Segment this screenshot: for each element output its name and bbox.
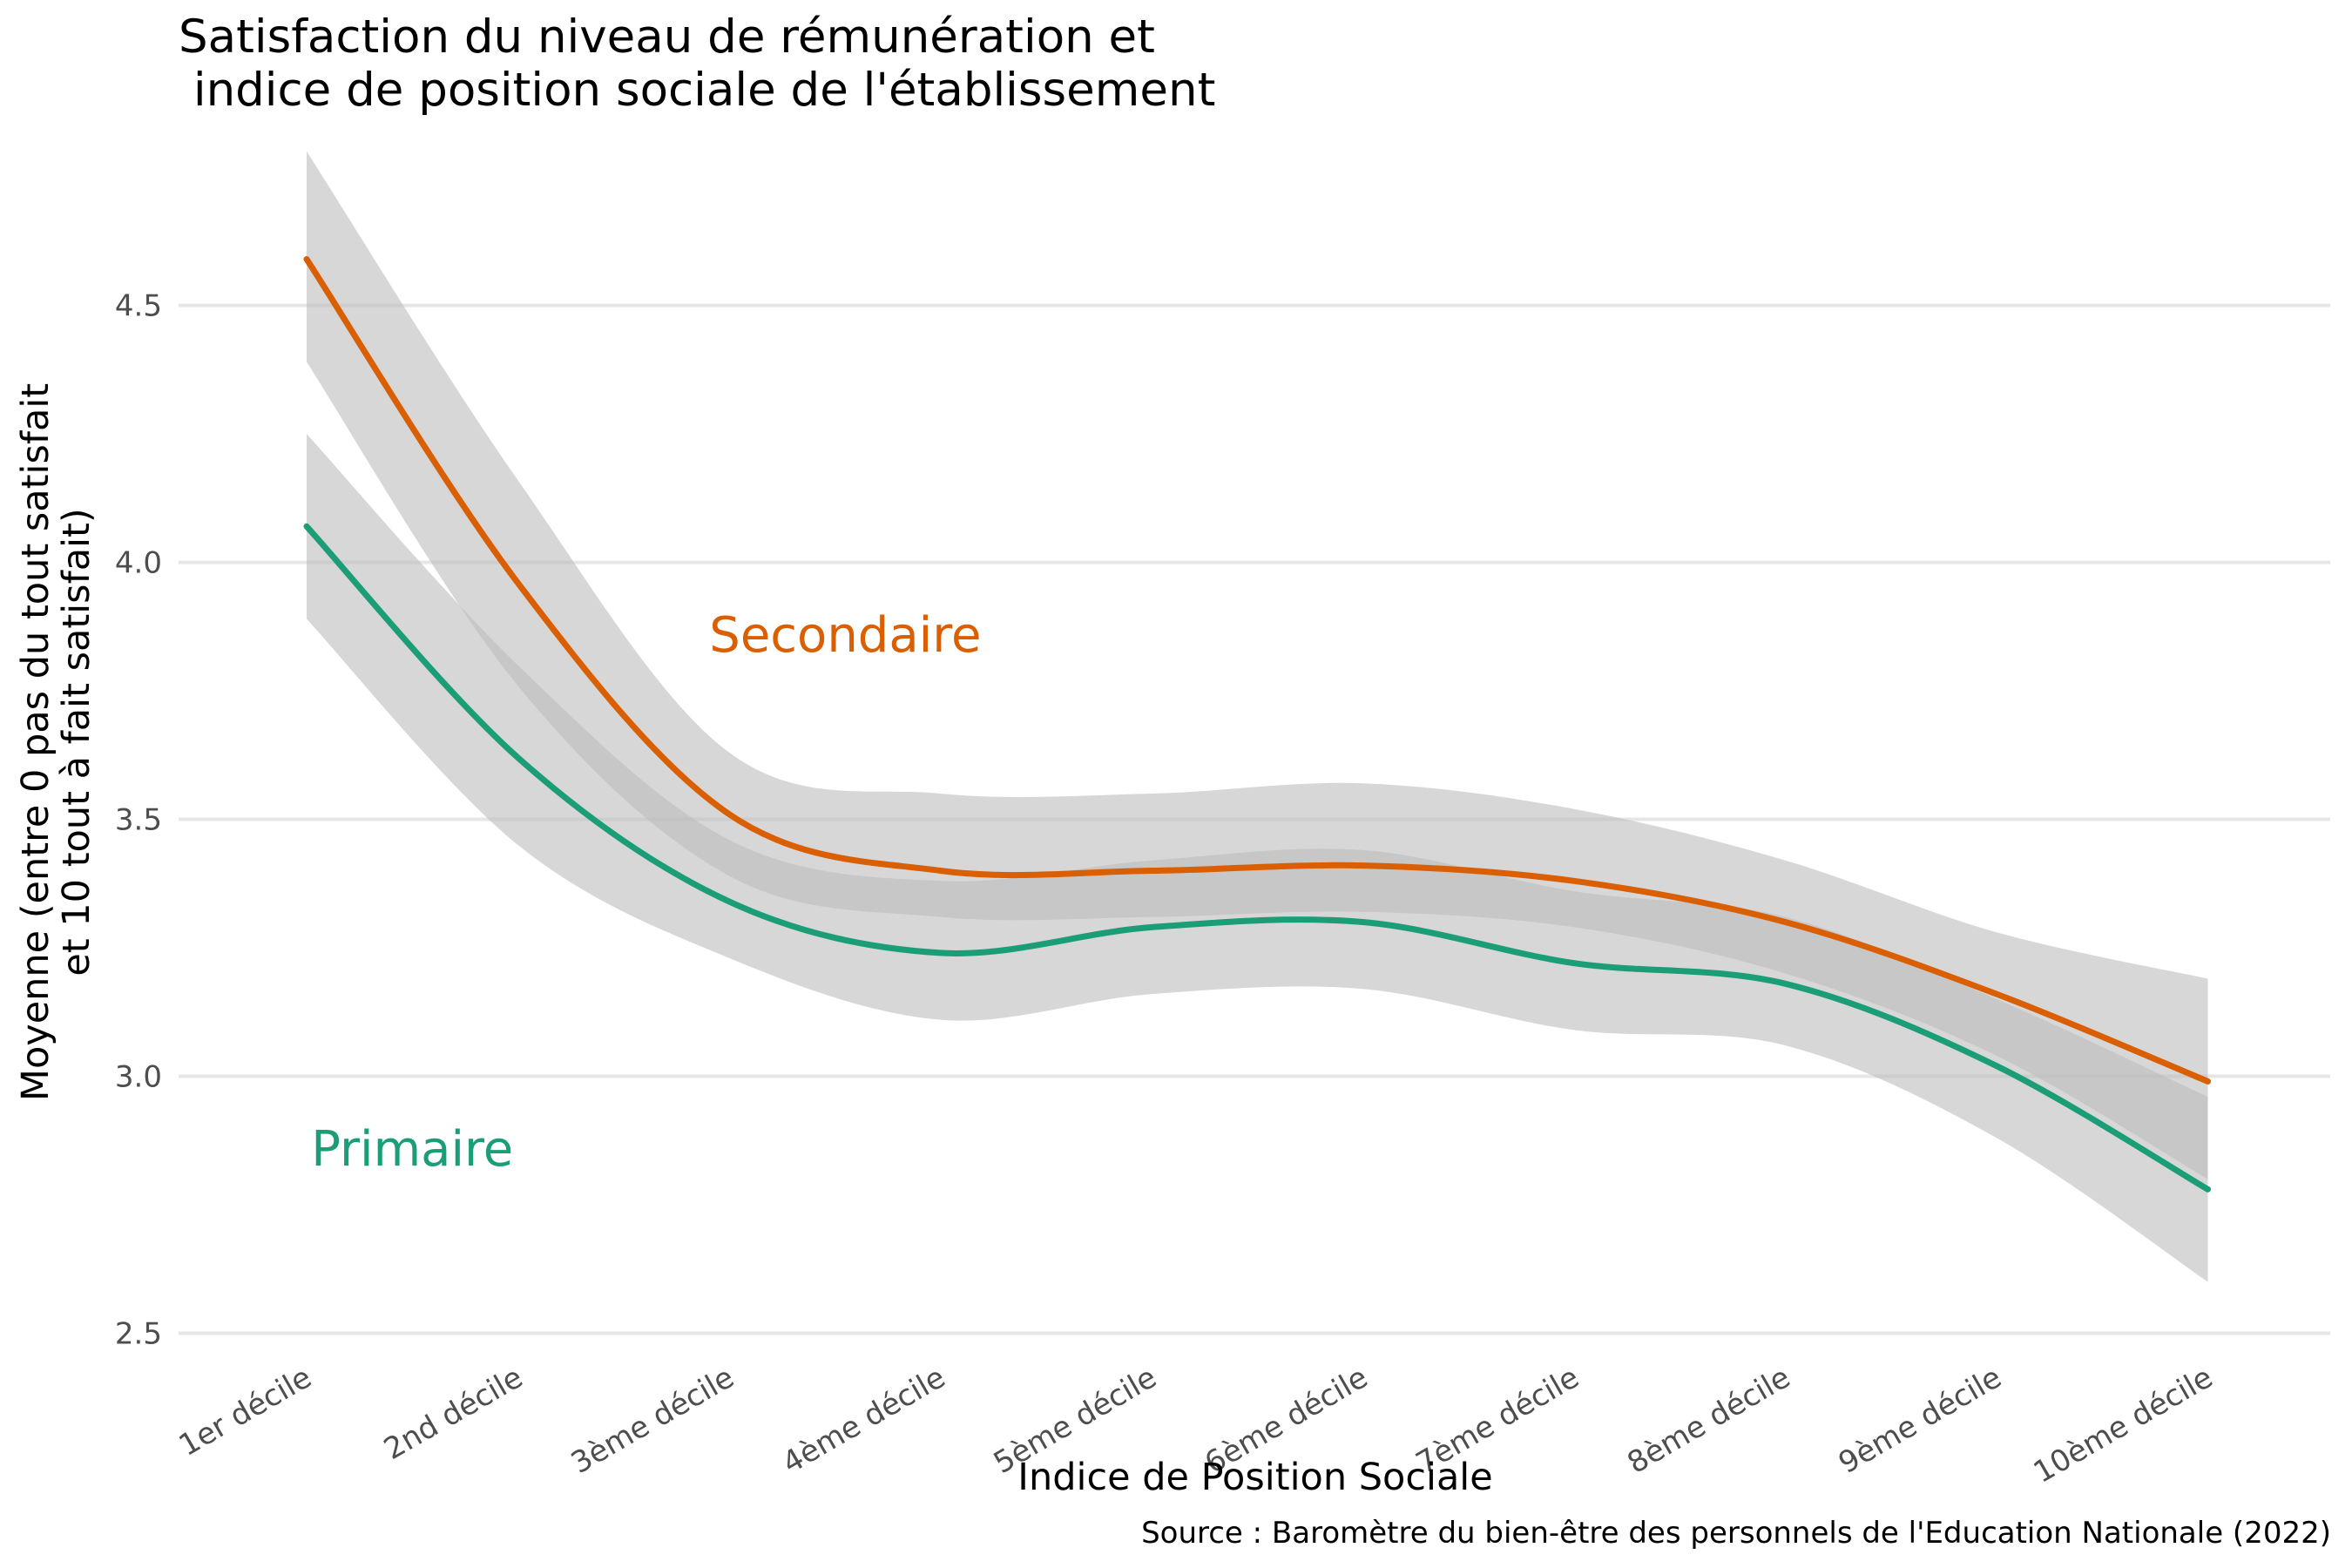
series-labels: Secondaire Primaire xyxy=(311,607,981,1178)
confidence-band-primaire xyxy=(307,434,2208,1282)
series-line-primaire xyxy=(303,523,2211,1193)
y-axis-title-line-2: et 10 tout à fait satisfait) xyxy=(55,508,98,976)
x-tick-label: 2nd décile xyxy=(378,1360,529,1467)
y-tick-label: 2.5 xyxy=(115,1317,162,1352)
x-tick-label: 4ème décile xyxy=(777,1360,951,1481)
confidence-ribbons xyxy=(307,151,2208,1282)
x-tick-label: 8ème décile xyxy=(1622,1360,1796,1481)
y-tick-label: 4.5 xyxy=(115,289,162,324)
chart-caption: Source : Baromètre du bien-être des pers… xyxy=(1141,1516,2331,1551)
chart-title: Satisfaction du niveau de rémunération e… xyxy=(179,10,1215,117)
y-tick-label: 3.5 xyxy=(115,803,162,838)
series-label-primaire: Primaire xyxy=(311,1121,513,1178)
x-tick-label: 9ème décile xyxy=(1833,1360,2007,1481)
y-axis-ticks: 2.5 3.0 3.5 4.0 4.5 xyxy=(115,289,162,1352)
series-lines xyxy=(303,256,2211,1193)
series-line-secondaire xyxy=(303,256,2211,1085)
x-axis-title: Indice de Position Sociale xyxy=(1017,1456,1492,1499)
y-tick-label: 3.0 xyxy=(115,1060,162,1095)
series-label-secondaire: Secondaire xyxy=(709,607,981,664)
x-tick-label: 1er décile xyxy=(173,1360,318,1463)
x-tick-label: 3ème décile xyxy=(565,1360,740,1481)
y-axis-title: Moyenne (entre 0 pas du tout satisfait e… xyxy=(14,383,98,1101)
x-tick-label: 10ème décile xyxy=(2028,1360,2219,1490)
y-axis-title-line-1: Moyenne (entre 0 pas du tout satisfait xyxy=(14,383,57,1101)
chart-title-line-1: Satisfaction du niveau de rémunération e… xyxy=(179,10,1155,64)
y-tick-label: 4.0 xyxy=(115,546,162,581)
chart-title-line-2: indice de position sociale de l'établiss… xyxy=(179,64,1215,117)
